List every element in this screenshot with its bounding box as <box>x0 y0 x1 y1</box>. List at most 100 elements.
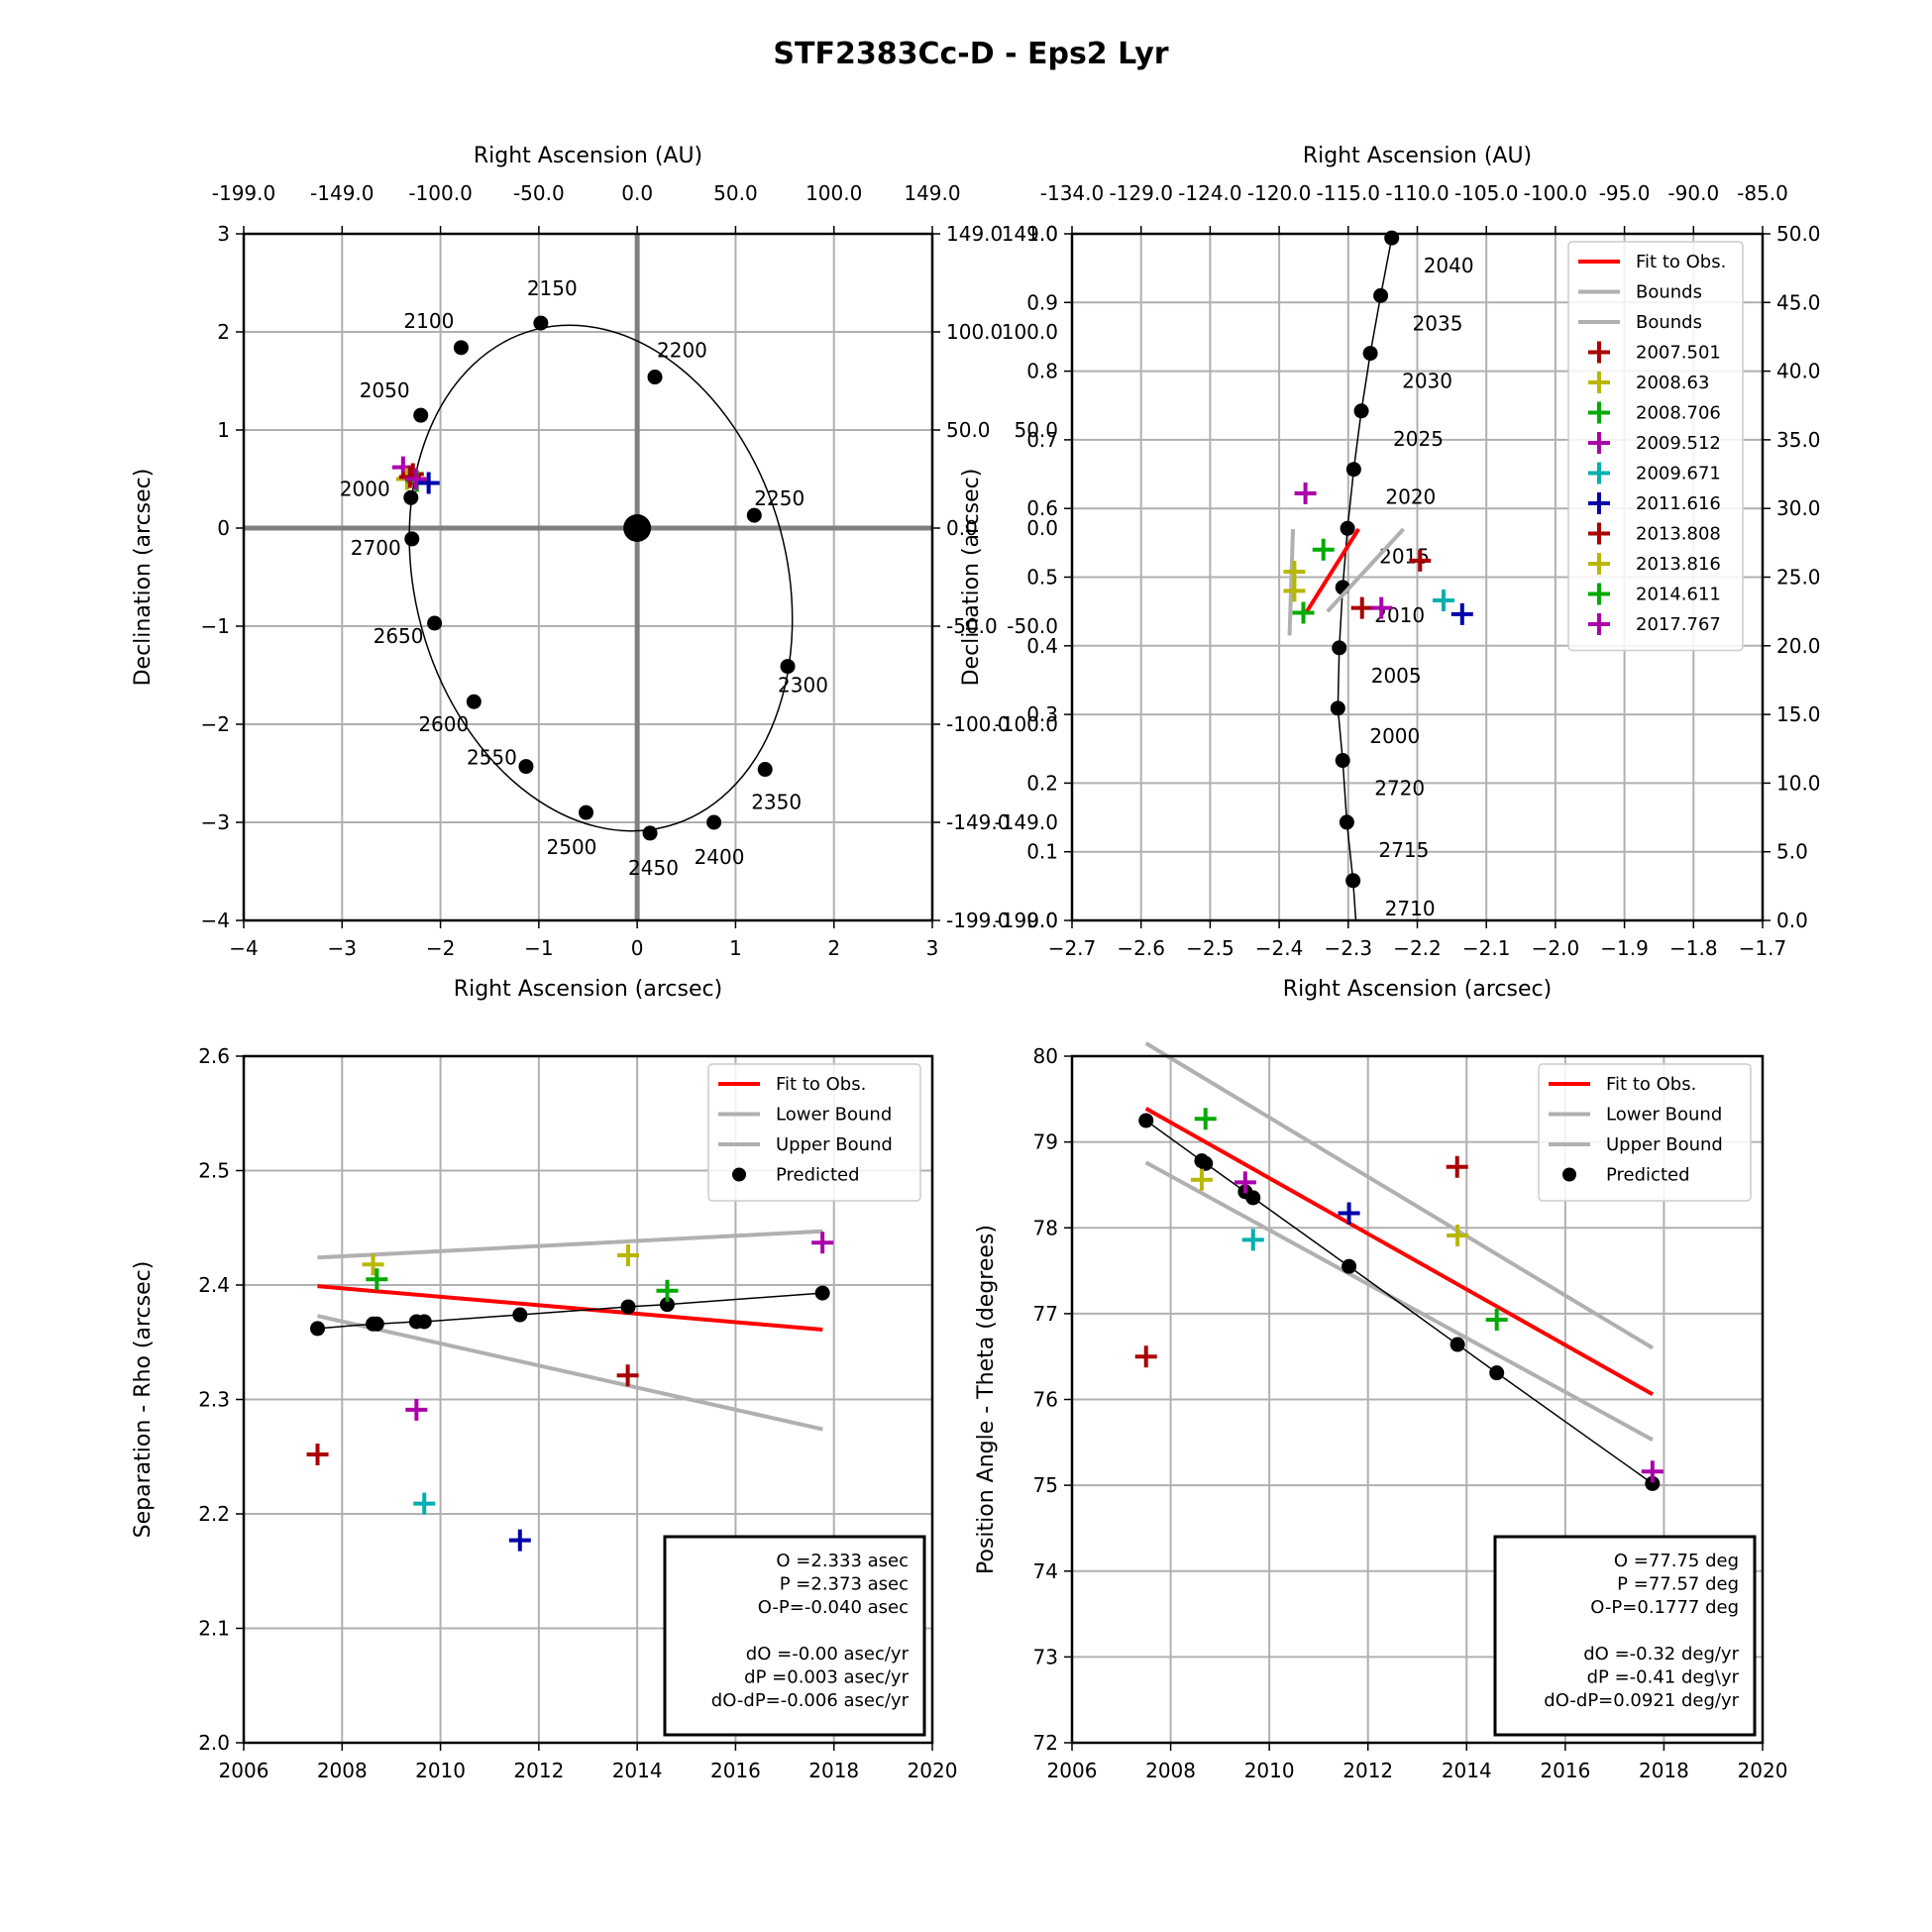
x-tick-label: 2016 <box>710 1759 761 1782</box>
y-tick-label: 2.3 <box>198 1388 230 1412</box>
fit-line <box>317 1284 823 1333</box>
y-tick-label: 0.6 <box>1026 496 1058 520</box>
y-tick-label: 2.4 <box>198 1273 230 1297</box>
position-angle-panel: 2006 2008 2010 2012 2014 2016 2018 2020 72 73 74 75… <box>974 1041 1787 1782</box>
orbit-year-label: 2710 <box>1385 897 1436 920</box>
legend-label: Lower Bound <box>776 1105 892 1126</box>
orbit-point <box>1330 700 1345 716</box>
right-tick-label: 10.0 <box>1776 771 1821 795</box>
observation-marker <box>1338 1202 1360 1225</box>
top-tick-label: 0.0 <box>621 181 653 205</box>
legend-swatch <box>1562 1167 1576 1182</box>
predicted-point <box>620 1299 636 1315</box>
legend-label: 2008.706 <box>1636 403 1721 424</box>
legend-label: Predicted <box>776 1165 860 1186</box>
legend-box <box>1538 1063 1752 1202</box>
observation-marker <box>1350 596 1373 619</box>
x-tick-label: 2014 <box>1442 1759 1492 1782</box>
right-tick-label: 0.0 <box>1776 909 1808 932</box>
fit-line <box>1144 1107 1654 1397</box>
observation-marker <box>405 1398 428 1421</box>
top-tick-label: -199.0 <box>212 181 275 205</box>
legend-label: Upper Bound <box>776 1134 893 1155</box>
top-tick-label: -90.0 <box>1667 181 1719 205</box>
observation-marker <box>1294 482 1317 504</box>
x-tick-label: 2018 <box>1639 1759 1689 1782</box>
orbit-point <box>780 659 796 675</box>
orbit-year-label: 2300 <box>778 674 828 698</box>
observation-marker <box>1450 602 1473 625</box>
y-tick-label: 0.0 <box>1026 909 1058 932</box>
legend-label: Lower Bound <box>1606 1105 1722 1126</box>
legend-label: 2013.816 <box>1636 554 1721 575</box>
predicted-point <box>1198 1155 1214 1171</box>
orbit-ellipse <box>408 324 794 832</box>
overlap-tick-label: -149.0 <box>995 810 1058 834</box>
right-tick-label: 149.0 <box>946 222 1003 246</box>
right-tick-label: 35.0 <box>1776 428 1821 452</box>
orbit-point <box>1332 640 1347 656</box>
orbit-point <box>1335 753 1350 769</box>
legend-swatch <box>1588 583 1610 605</box>
orbit-point <box>706 814 722 830</box>
x-tick-label: 2012 <box>1342 1759 1393 1782</box>
orbit-year-label: 2450 <box>628 856 679 880</box>
orbit-year-label: 2720 <box>1374 777 1425 801</box>
orbit-year-label: 2500 <box>547 835 597 859</box>
orbit-zoom-panel: −2.7 -134.0 −2.6 -129.0 −2.5 -124.0 −2.4 -120.0… <box>959 144 1821 1002</box>
orbit-year-label: 2000 <box>340 477 390 500</box>
right-tick-label: -100.0 <box>946 712 1010 736</box>
y-tick-label: 2.6 <box>198 1044 230 1068</box>
bounds-line <box>1326 527 1406 613</box>
orbit-year-label: 2100 <box>403 309 454 333</box>
legend-label: Predicted <box>1606 1165 1690 1186</box>
observation-marker <box>1432 590 1454 612</box>
stats-line: O =2.333 asec <box>776 1551 909 1571</box>
x-axis-label: Right Ascension (arcsec) <box>1283 977 1552 1002</box>
top-tick-label: -134.0 <box>1040 181 1104 205</box>
stats-line: P =77.57 deg <box>1617 1574 1739 1595</box>
figure-title: STF2383Cc-D - Eps2 Lyr <box>773 37 1168 71</box>
orbit-year-label: 2200 <box>657 339 707 363</box>
top-tick-label: 149.0 <box>904 181 960 205</box>
orbit-year-label: 2030 <box>1402 370 1452 393</box>
top-tick-label: -110.0 <box>1385 181 1449 205</box>
x-tick-label: 2008 <box>1145 1759 1196 1782</box>
orbit-point <box>466 694 482 709</box>
top-tick-label: -120.0 <box>1247 181 1311 205</box>
right-tick-label: 50.0 <box>1776 222 1821 246</box>
observation-marker <box>362 1253 384 1276</box>
orbit-point <box>757 762 773 778</box>
x-tick-label: 2020 <box>908 1759 958 1782</box>
orbit-year-label: 2040 <box>1424 254 1474 277</box>
right-tick-label: 0.0 <box>946 516 978 540</box>
legend-label: Bounds <box>1636 312 1702 333</box>
x-tick-label: −2.7 <box>1048 936 1097 960</box>
y-tick-label: 2.5 <box>198 1159 230 1183</box>
top-tick-label: -149.0 <box>310 181 374 205</box>
y-tick-label: 2.0 <box>198 1731 230 1755</box>
orbit-year-label: 2050 <box>360 378 410 402</box>
legend-swatch <box>1588 613 1610 635</box>
x-tick-label: 3 <box>926 936 939 960</box>
orbit-year-label: 2000 <box>1369 724 1420 748</box>
separation-panel: 2006 2008 2010 2012 2014 2016 2018 2020 2.0 2.1 2.… <box>131 1044 957 1782</box>
x-tick-label: −1.9 <box>1600 936 1649 960</box>
orbit-point <box>1353 403 1369 419</box>
top-tick-label: -100.0 <box>408 181 472 205</box>
y-tick-label: 80 <box>1033 1044 1058 1068</box>
observation-marker <box>1370 596 1393 619</box>
orbit-year-label: 2550 <box>467 746 517 770</box>
stats-line: P =2.373 asec <box>780 1574 909 1595</box>
x-tick-label: −2.5 <box>1186 936 1234 960</box>
predicted-point <box>1342 1258 1357 1274</box>
observation-marker <box>1134 1345 1157 1368</box>
observation-marker <box>1312 538 1335 561</box>
stats-line: dO =-0.32 deg/yr <box>1583 1644 1739 1664</box>
legend-swatch <box>1588 553 1610 575</box>
right-tick-label: 25.0 <box>1776 566 1821 590</box>
overlap-tick-label: 0.0 <box>1026 516 1058 540</box>
right-tick-label: 45.0 <box>1776 290 1821 314</box>
orbit-point <box>1362 346 1378 362</box>
legend-label: Fit to Obs. <box>1606 1074 1696 1095</box>
